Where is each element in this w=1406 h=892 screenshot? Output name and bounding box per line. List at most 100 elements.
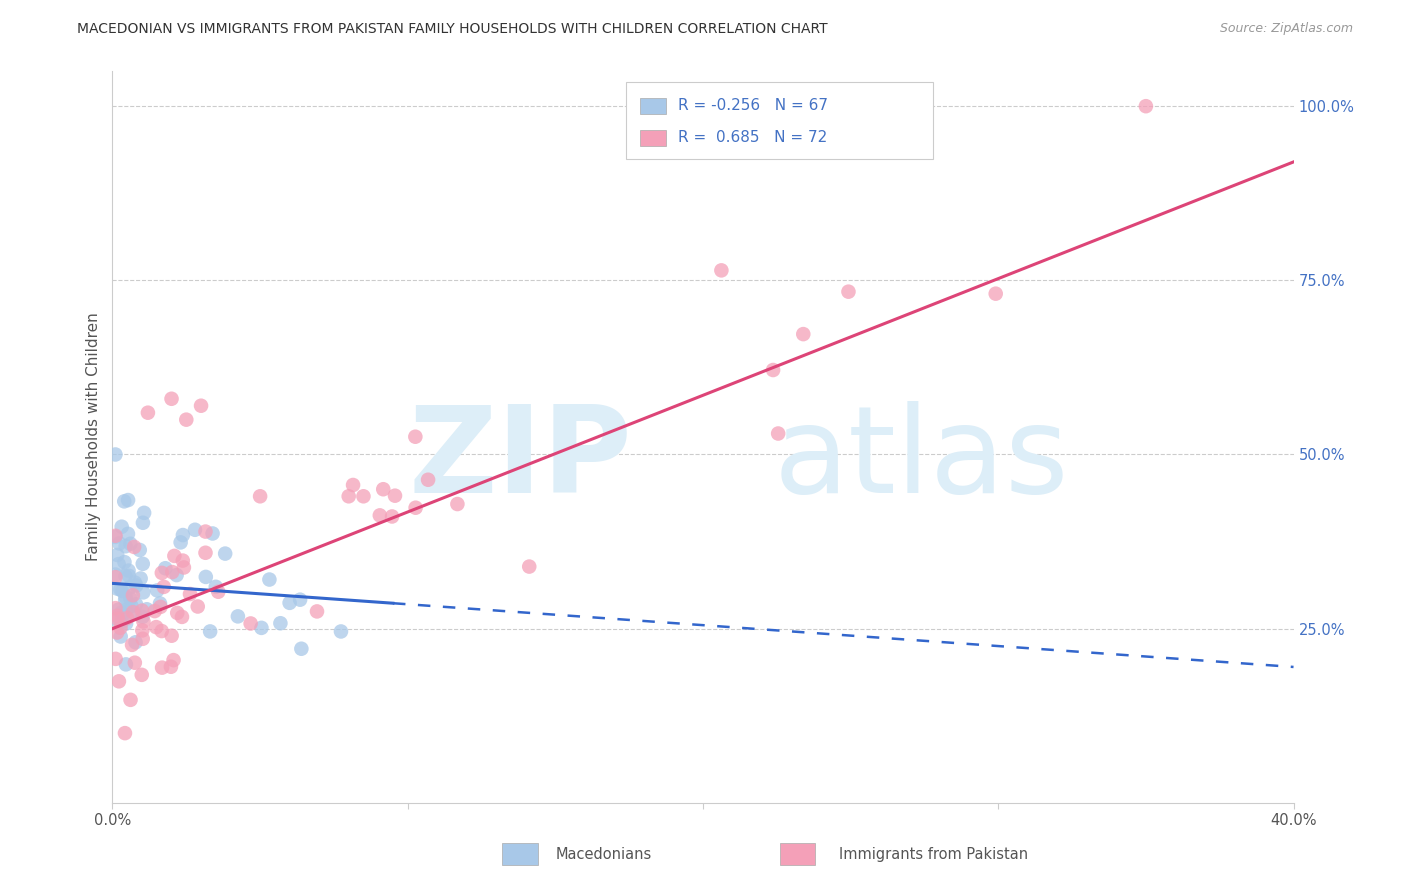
Point — [110, 582, 132, 597]
Point — [131, 610, 153, 624]
Point — [405, 500, 427, 515]
Text: R =  0.685   N = 72: R = 0.685 N = 72 — [678, 130, 828, 145]
Point — [710, 263, 733, 277]
Point — [762, 363, 785, 377]
Point — [104, 570, 127, 584]
Point — [110, 606, 132, 620]
Point — [190, 399, 212, 413]
Point — [112, 494, 135, 508]
FancyBboxPatch shape — [626, 82, 934, 159]
Point — [120, 599, 142, 613]
Point — [132, 615, 155, 629]
Point — [118, 569, 141, 583]
Point — [145, 620, 167, 634]
Point — [104, 530, 127, 544]
Point — [117, 526, 139, 541]
Point — [134, 506, 156, 520]
Point — [114, 726, 136, 740]
Point — [120, 693, 142, 707]
Point — [194, 570, 217, 584]
Text: MACEDONIAN VS IMMIGRANTS FROM PAKISTAN FAMILY HOUSEHOLDS WITH CHILDREN CORRELATI: MACEDONIAN VS IMMIGRANTS FROM PAKISTAN F… — [77, 22, 828, 37]
Point — [162, 565, 184, 579]
Point — [114, 569, 136, 583]
Point — [105, 608, 128, 623]
Point — [330, 624, 353, 639]
Point — [124, 606, 146, 620]
Point — [114, 555, 136, 569]
Point — [384, 489, 406, 503]
Point — [290, 641, 312, 656]
Point — [166, 568, 188, 582]
Point — [107, 557, 129, 571]
Point — [204, 580, 226, 594]
Point — [160, 629, 183, 643]
FancyBboxPatch shape — [502, 843, 537, 865]
Point — [368, 508, 391, 523]
Point — [984, 286, 1007, 301]
Point — [373, 482, 395, 496]
Point — [249, 489, 271, 503]
Point — [108, 674, 131, 689]
Point — [187, 599, 209, 614]
Point — [107, 602, 129, 616]
Point — [153, 580, 176, 594]
Point — [132, 585, 155, 599]
Point — [416, 473, 439, 487]
Point — [143, 604, 166, 618]
Point — [124, 635, 146, 649]
Point — [1135, 99, 1157, 113]
Text: Source: ZipAtlas.com: Source: ZipAtlas.com — [1219, 22, 1353, 36]
Point — [269, 616, 291, 631]
FancyBboxPatch shape — [780, 843, 815, 865]
Point — [352, 489, 374, 503]
Point — [124, 656, 146, 670]
Point — [115, 657, 138, 672]
Point — [517, 559, 540, 574]
Point — [111, 519, 134, 533]
Point — [104, 652, 127, 666]
Point — [118, 581, 141, 595]
Point — [104, 567, 127, 582]
Point — [104, 448, 127, 462]
Point — [446, 497, 468, 511]
Point — [124, 575, 146, 590]
Point — [305, 604, 328, 618]
Point — [115, 616, 138, 631]
Point — [337, 489, 360, 503]
Point — [105, 582, 128, 596]
Point — [184, 523, 207, 537]
Point — [278, 596, 301, 610]
Point — [342, 478, 364, 492]
Text: Macedonians: Macedonians — [555, 847, 651, 862]
Point — [104, 612, 127, 626]
Point — [110, 621, 132, 635]
Point — [149, 599, 172, 614]
Point — [114, 590, 136, 604]
Point — [170, 610, 193, 624]
Point — [150, 566, 173, 580]
Point — [107, 612, 129, 626]
Point — [250, 621, 273, 635]
Point — [132, 632, 155, 646]
Point — [110, 630, 132, 644]
Text: R = -0.256   N = 67: R = -0.256 N = 67 — [678, 98, 828, 113]
Point — [150, 660, 173, 674]
Point — [105, 548, 128, 562]
Point — [149, 596, 172, 610]
Point — [132, 516, 155, 530]
Point — [172, 553, 194, 567]
Point — [201, 526, 224, 541]
Point — [198, 624, 221, 639]
Point — [132, 557, 155, 571]
Point — [112, 607, 135, 621]
Point — [122, 605, 145, 619]
Point — [114, 593, 136, 607]
Point — [104, 529, 127, 543]
Text: Immigrants from Pakistan: Immigrants from Pakistan — [839, 847, 1028, 862]
Point — [766, 426, 789, 441]
Point — [404, 430, 426, 444]
Point — [837, 285, 859, 299]
Point — [155, 561, 177, 575]
Point — [160, 659, 183, 673]
Point — [128, 543, 150, 558]
